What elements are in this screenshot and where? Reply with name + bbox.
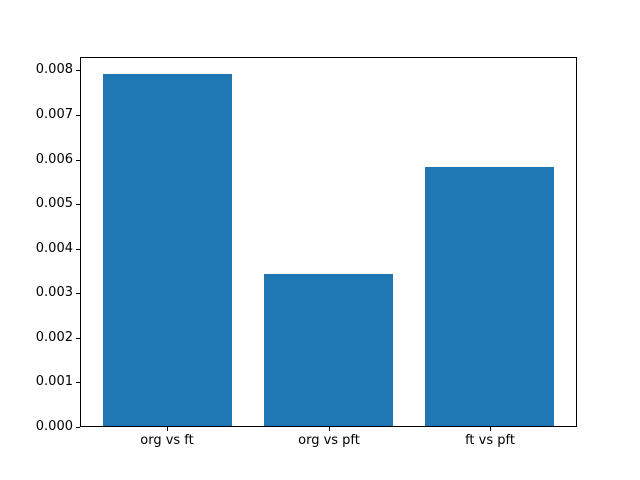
y-tick-label: 0.007 <box>35 107 73 122</box>
y-tick-label: 0.001 <box>35 374 73 389</box>
y-tick-mark <box>76 293 80 294</box>
y-tick-mark <box>76 160 80 161</box>
bar-org-vs-pft <box>264 274 393 426</box>
x-tick-label: org vs ft <box>140 433 194 448</box>
y-tick-label: 0.008 <box>35 62 73 77</box>
y-tick-label: 0.006 <box>35 152 73 167</box>
x-tick-label: org vs pft <box>298 433 360 448</box>
y-tick-mark <box>76 115 80 116</box>
plot-area <box>80 57 577 427</box>
y-tick-label: 0.004 <box>35 241 73 256</box>
y-tick-mark <box>76 249 80 250</box>
y-tick-mark <box>76 382 80 383</box>
y-tick-mark <box>76 427 80 428</box>
bar-org-vs-ft <box>103 74 232 426</box>
y-tick-label: 0.005 <box>35 196 73 211</box>
x-tick-mark <box>490 427 491 431</box>
y-tick-label: 0.000 <box>35 419 73 434</box>
x-tick-mark <box>167 427 168 431</box>
y-tick-mark <box>76 70 80 71</box>
x-tick-label: ft vs pft <box>465 433 515 448</box>
y-tick-mark <box>76 338 80 339</box>
y-tick-mark <box>76 204 80 205</box>
y-tick-label: 0.002 <box>35 330 73 345</box>
y-tick-label: 0.003 <box>35 285 73 300</box>
x-tick-mark <box>329 427 330 431</box>
bar-ft-vs-pft <box>425 167 554 426</box>
